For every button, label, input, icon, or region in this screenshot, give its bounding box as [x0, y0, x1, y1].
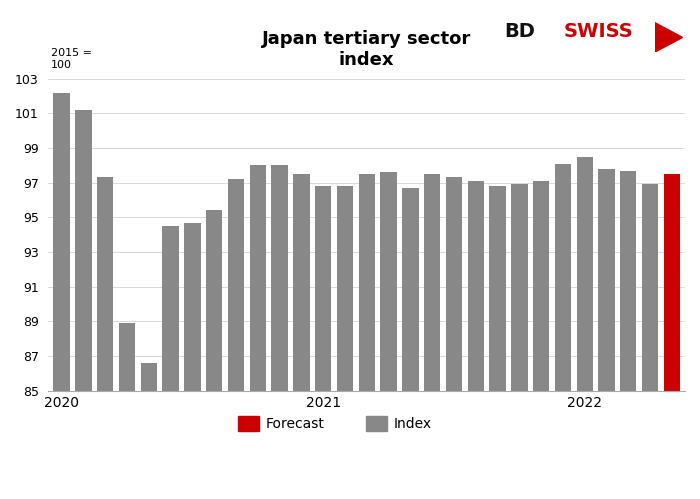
Bar [511, 185, 528, 499]
Bar [664, 174, 680, 499]
Bar [141, 363, 157, 499]
Bar [250, 165, 266, 499]
Bar [468, 181, 484, 499]
Bar [533, 181, 550, 499]
Bar [446, 178, 462, 499]
Bar [206, 211, 223, 499]
Text: BD: BD [504, 22, 535, 41]
Bar [337, 186, 353, 499]
Bar [315, 186, 331, 499]
Bar [555, 164, 571, 499]
Bar [620, 171, 636, 499]
Bar [75, 110, 92, 499]
Title: Japan tertiary sector
index: Japan tertiary sector index [262, 30, 471, 69]
Bar [97, 178, 113, 499]
Bar [402, 188, 419, 499]
Bar [577, 157, 593, 499]
Polygon shape [654, 22, 682, 52]
Bar [53, 92, 70, 499]
Text: 2015 =
100: 2015 = 100 [50, 48, 92, 70]
Bar [642, 185, 658, 499]
Bar [424, 174, 440, 499]
Bar [119, 323, 135, 499]
Bar [489, 186, 505, 499]
Text: SWISS: SWISS [564, 22, 634, 41]
Bar [272, 165, 288, 499]
Bar [293, 174, 309, 499]
Bar [162, 226, 178, 499]
Bar [598, 169, 615, 499]
Bar [184, 223, 200, 499]
Legend: Forecast, Index: Forecast, Index [232, 411, 438, 437]
Bar [228, 179, 244, 499]
Bar [380, 172, 397, 499]
Bar [358, 174, 375, 499]
